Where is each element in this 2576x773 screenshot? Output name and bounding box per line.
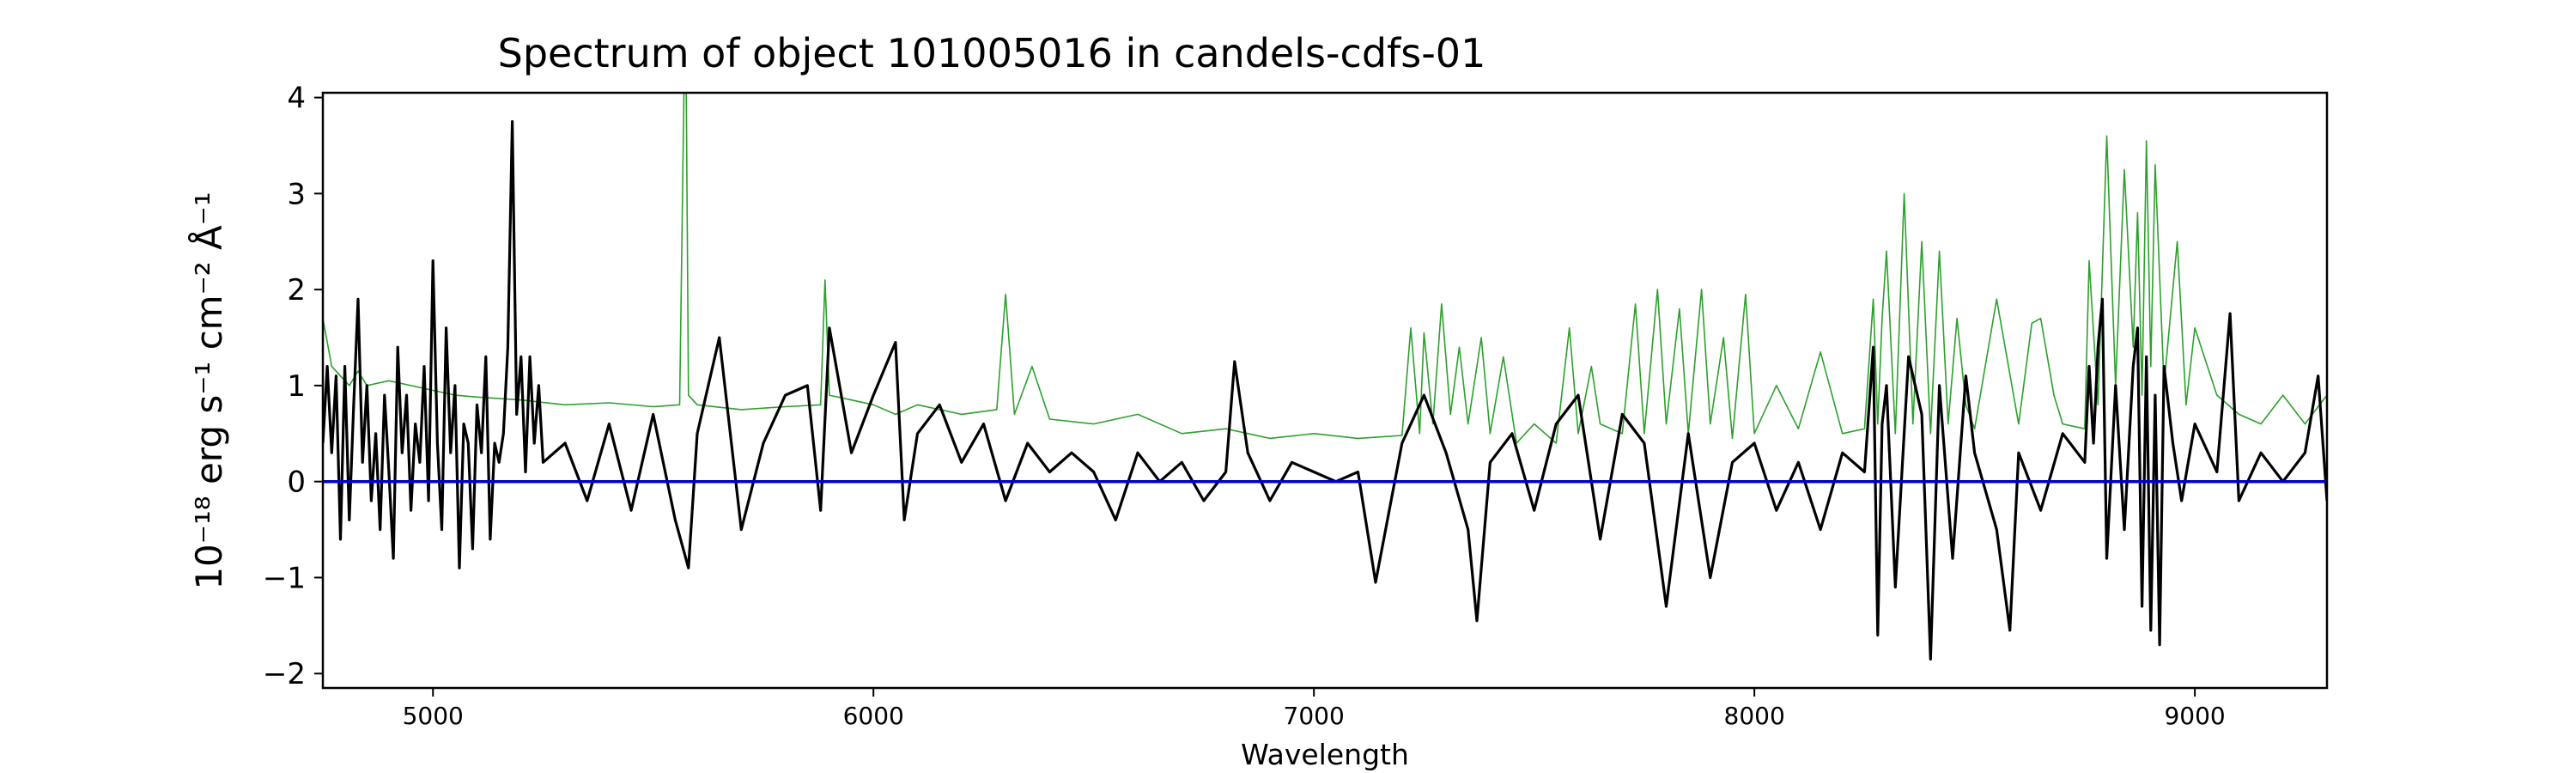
- y-tick-label: 4: [287, 82, 306, 116]
- error-series-line: [323, 93, 2327, 444]
- plot-area: [323, 93, 2327, 661]
- y-tick-label: 3: [287, 177, 306, 211]
- x-tick-label: 7000: [1284, 702, 1345, 730]
- y-axis-label: 10⁻¹⁸ erg s⁻¹ cm⁻² Å⁻¹: [187, 192, 230, 589]
- x-tick-label: 8000: [1724, 702, 1785, 730]
- x-axis-ticks: 5000 6000 7000 8000 9000: [403, 688, 2226, 730]
- chart-title: Spectrum of object 101005016 in candels-…: [498, 30, 1486, 76]
- axes-frame: [321, 91, 2329, 690]
- x-tick-label: 5000: [403, 702, 464, 730]
- x-tick-label: 9000: [2164, 702, 2225, 730]
- y-tick-label: −2: [263, 657, 306, 691]
- flux-series-line: [323, 119, 2327, 661]
- x-axis-label: Wavelength: [1241, 738, 1409, 771]
- y-axis-ticks: −2 −1 0 1 2 3 4: [263, 82, 323, 691]
- x-tick-label: 6000: [843, 702, 904, 730]
- y-tick-label: 1: [287, 369, 306, 404]
- y-tick-label: 0: [287, 466, 306, 500]
- y-tick-label: 2: [287, 273, 306, 307]
- y-tick-label: −1: [263, 561, 306, 595]
